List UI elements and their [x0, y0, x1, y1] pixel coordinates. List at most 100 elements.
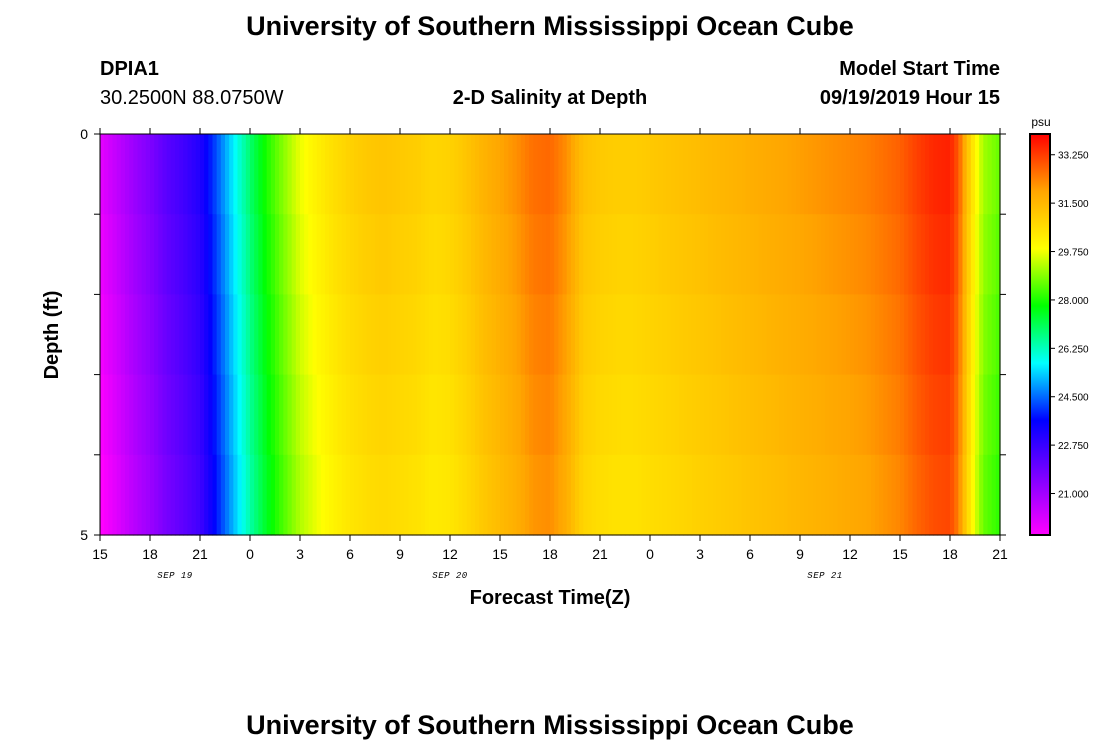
heatmap-cell — [520, 454, 526, 536]
heatmap-cell — [383, 374, 389, 456]
heatmap-cell — [250, 454, 255, 536]
heatmap-cell — [366, 214, 372, 295]
heatmap-cell — [587, 134, 593, 215]
heatmap-cell — [754, 374, 759, 456]
heatmap-cell — [254, 134, 259, 215]
heatmap-cell — [566, 134, 572, 215]
heatmap-cell — [970, 214, 976, 295]
heatmap-cell — [537, 214, 543, 295]
heatmap-cell — [208, 134, 214, 215]
heatmap-cell — [783, 214, 789, 295]
heatmap-cell — [170, 134, 176, 215]
heatmap-cell — [833, 294, 839, 376]
heatmap-cell — [445, 134, 451, 215]
heatmap-cell — [141, 134, 147, 215]
heatmap-cell — [987, 214, 993, 295]
heatmap-cell — [237, 374, 243, 456]
heatmap-cell — [541, 294, 547, 376]
heatmap-cell — [637, 294, 643, 376]
heatmap-cell — [566, 214, 572, 295]
heatmap-cell — [929, 374, 934, 456]
heatmap-cell — [816, 374, 822, 456]
heatmap-cell — [733, 214, 739, 295]
heatmap-cell — [587, 454, 593, 536]
heatmap-cell — [525, 374, 530, 456]
heatmap-cell — [279, 454, 284, 536]
heatmap-cell — [283, 374, 289, 456]
heatmap-cell — [800, 374, 805, 456]
heatmap-cell — [950, 134, 955, 215]
heatmap-cell — [816, 454, 822, 536]
heatmap-cell — [879, 374, 884, 456]
heatmap-cell — [654, 294, 659, 376]
heatmap-cell — [545, 294, 551, 376]
heatmap-cell — [304, 134, 309, 215]
heatmap-cell — [441, 134, 447, 215]
heatmap-cell — [354, 294, 359, 376]
heatmap-cell — [595, 214, 601, 295]
heatmap-cell — [183, 454, 189, 536]
heatmap-cell — [779, 134, 784, 215]
heatmap-cell — [762, 134, 768, 215]
heatmap-cell — [579, 374, 584, 456]
heatmap-cell — [258, 294, 264, 376]
heatmap-cell — [295, 214, 301, 295]
heatmap-cell — [129, 134, 134, 215]
heatmap-cell — [475, 374, 480, 456]
x-tick-label: 6 — [746, 546, 754, 562]
heatmap-cell — [825, 294, 830, 376]
heatmap-cell — [237, 134, 243, 215]
heatmap-cell — [366, 374, 372, 456]
heatmap-cell — [954, 294, 959, 376]
heatmap-cell — [929, 454, 934, 536]
heatmap-cell — [666, 374, 672, 456]
heatmap-cell — [941, 134, 947, 215]
heatmap-cell — [908, 294, 914, 376]
heatmap-cell — [225, 454, 230, 536]
heatmap-cell — [491, 134, 497, 215]
heatmap-cell — [879, 134, 884, 215]
heatmap-cell — [895, 294, 901, 376]
heatmap-cell — [987, 134, 993, 215]
heatmap-cell — [612, 454, 618, 536]
heatmap-cell — [845, 294, 851, 376]
heatmap-cell — [150, 214, 155, 295]
heatmap-cell — [912, 294, 918, 376]
heatmap-cell — [700, 454, 705, 536]
heatmap-cell — [316, 134, 322, 215]
heatmap-cell — [737, 374, 743, 456]
heatmap-cell — [733, 134, 739, 215]
heatmap-cell — [670, 454, 676, 536]
heatmap-cell — [108, 294, 114, 376]
heatmap-cell — [629, 134, 634, 215]
heatmap-cell — [595, 294, 601, 376]
x-tick-label: 15 — [892, 546, 908, 562]
heatmap-cell — [858, 374, 864, 456]
heatmap-cell — [479, 454, 484, 536]
heatmap-cell — [829, 294, 834, 376]
heatmap-cell — [166, 134, 172, 215]
heatmap-cell — [575, 454, 580, 536]
heatmap-cell — [975, 214, 980, 295]
heatmap-cell — [666, 294, 672, 376]
heatmap-cell — [737, 454, 743, 536]
heatmap-cell — [608, 454, 614, 536]
heatmap-cell — [216, 454, 222, 536]
heatmap-cell — [920, 134, 926, 215]
heatmap-cell — [875, 454, 880, 536]
heatmap-cell — [141, 454, 147, 536]
heatmap-cell — [812, 374, 818, 456]
heatmap-cell — [100, 374, 105, 456]
heatmap-cell — [691, 294, 697, 376]
heatmap-cell — [816, 294, 822, 376]
heatmap-cell — [854, 374, 859, 456]
heatmap-cell — [108, 374, 114, 456]
heatmap-cell — [479, 374, 484, 456]
heatmap-cell — [729, 374, 734, 456]
heatmap-cell — [487, 374, 493, 456]
heatmap-cell — [254, 454, 259, 536]
heatmap-cell — [791, 294, 797, 376]
heatmap-cell — [625, 294, 630, 376]
heatmap-cell — [354, 214, 359, 295]
heatmap-cell — [783, 294, 789, 376]
